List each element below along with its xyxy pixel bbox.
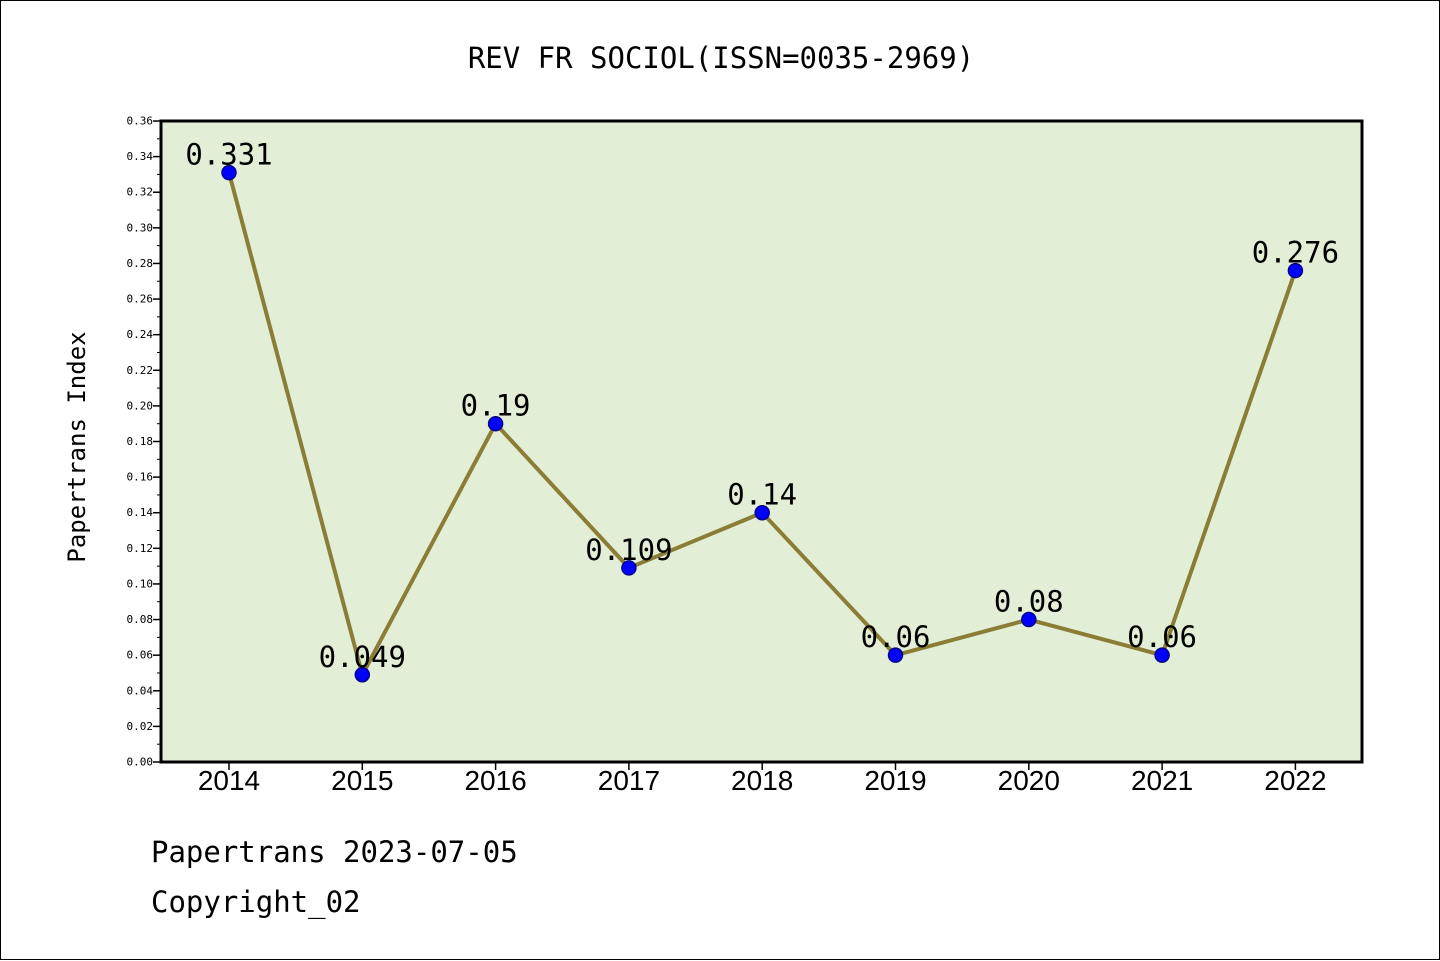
data-label: 0.06 — [861, 620, 931, 654]
y-tick-label: 0.12 — [127, 542, 154, 555]
y-tick-label: 0.28 — [127, 257, 154, 270]
data-label: 0.276 — [1252, 236, 1339, 270]
x-tick-label: 2014 — [198, 765, 260, 796]
y-tick-label: 0.02 — [127, 720, 154, 733]
data-point — [1021, 611, 1037, 628]
footer-copyright: Copyright_02 — [151, 885, 361, 919]
y-tick-label: 0.14 — [127, 506, 154, 519]
y-tick-label: 0.10 — [127, 577, 154, 590]
y-tick-label: 0.06 — [127, 649, 154, 662]
y-tick-label: 0.30 — [127, 221, 154, 234]
x-tick-label: 2021 — [1131, 765, 1193, 796]
y-tick-label: 0.04 — [127, 684, 154, 697]
y-tick-label: 0.24 — [127, 328, 154, 341]
data-label: 0.14 — [727, 478, 797, 512]
y-tick-label: 0.20 — [127, 399, 154, 412]
footer-date: Papertrans 2023-07-05 — [151, 835, 518, 869]
x-tick-label: 2016 — [464, 765, 526, 796]
data-label: 0.331 — [185, 138, 272, 172]
data-label: 0.06 — [1127, 620, 1197, 654]
data-point — [621, 560, 637, 576]
y-tick-label: 0.34 — [127, 150, 154, 163]
x-tick-label: 2022 — [1264, 765, 1326, 796]
y-tick-label: 0.32 — [127, 186, 154, 199]
y-tick-label: 0.16 — [127, 471, 154, 484]
x-tick-label: 2019 — [864, 765, 926, 796]
data-point — [754, 504, 770, 521]
y-tick-label: 0.36 — [127, 115, 154, 128]
y-tick-label: 0.18 — [127, 435, 154, 448]
series-layer: 0.331 0.049 0.19 0.109 0.14 0.06 0.08 0.06 0.276 — [185, 138, 1339, 683]
x-tick-label: 2015 — [331, 765, 393, 796]
data-label: 0.08 — [994, 585, 1064, 619]
data-point — [1154, 647, 1170, 663]
y-axis: 0.00 0.02 0.04 0.06 0.08 0.10 0.12 0.14 0.16 0.18… — [127, 115, 161, 769]
data-point — [354, 667, 371, 683]
y-tick-label: 0.00 — [127, 756, 154, 769]
data-point — [487, 415, 504, 432]
y-tick-label: 0.26 — [127, 293, 154, 306]
data-point — [887, 647, 904, 663]
y-tick-label: 0.08 — [127, 613, 154, 626]
x-tick-label: 2017 — [598, 765, 660, 796]
x-axis: 2014 2015 2016 2017 2018 2019 2020 2021 2022 — [198, 762, 1327, 796]
chart-title: REV FR SOCIOL(ISSN=0035-2969) — [468, 41, 974, 75]
y-axis-label: Papertrans Index — [63, 331, 91, 562]
data-label: 0.049 — [319, 640, 406, 674]
x-tick-label: 2018 — [731, 765, 793, 796]
data-label: 0.109 — [585, 533, 672, 567]
data-label: 0.19 — [461, 389, 531, 423]
data-point — [221, 164, 237, 181]
y-tick-label: 0.22 — [127, 364, 154, 377]
x-tick-label: 2020 — [998, 765, 1060, 796]
data-point — [1287, 262, 1304, 279]
